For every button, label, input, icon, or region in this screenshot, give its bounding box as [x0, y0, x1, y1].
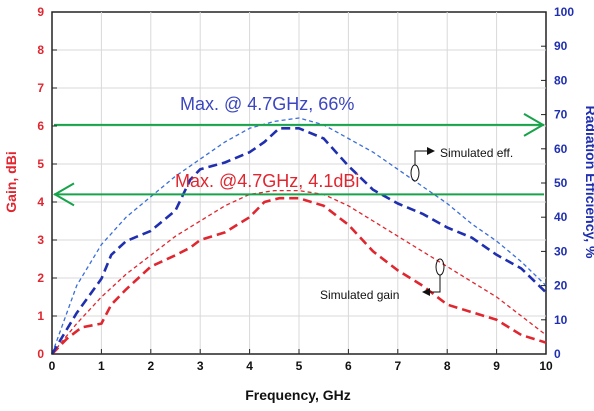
x-tick-label: 0	[49, 359, 56, 373]
x-tick-label: 9	[493, 359, 500, 373]
x-tick-label: 10	[539, 359, 553, 373]
simulated-gain-label: Simulated gain	[320, 288, 399, 302]
series-layer	[50, 117, 547, 355]
x-tick-label: 1	[98, 359, 105, 373]
x-tick-label: 4	[246, 359, 253, 373]
y-right-tick-label: 100	[554, 5, 574, 19]
y-left-tick-label: 5	[37, 157, 44, 171]
y-right-tick-label: 90	[554, 39, 568, 53]
y-left-tick-label: 0	[37, 347, 44, 361]
y-right-tick-label: 20	[554, 279, 568, 293]
y-left-tick-label: 3	[37, 233, 44, 247]
y-right-tick-label: 60	[554, 142, 568, 156]
y-left-tick-label: 9	[37, 5, 44, 19]
max-gain-annotation: Max. @4.7GHz, 4.1dBi	[175, 171, 359, 191]
y-right-tick-label: 10	[554, 313, 568, 327]
x-tick-label: 8	[444, 359, 451, 373]
y-right-tick-label: 80	[554, 73, 568, 87]
tick-label-layer: 0 1 2 3 4 5 6 7 8 9 100123456789010203040506070809…	[37, 5, 574, 373]
y-left-tick-label: 6	[37, 119, 44, 133]
y-right-tick-label: 40	[554, 210, 568, 224]
reference-arrow-head-0	[523, 112, 545, 137]
gain-series-line-1	[51, 196, 547, 355]
efficiency-series-line-3	[50, 127, 547, 355]
gain-callout-arrowhead	[422, 288, 430, 296]
reference-arrow-layer	[53, 112, 545, 207]
reference-arrow-head-1	[53, 182, 75, 207]
y-right-tick-label: 70	[554, 108, 568, 122]
x-tick-label: 2	[147, 359, 154, 373]
eff-callout-arrowhead	[427, 147, 435, 155]
annotation-layer	[410, 147, 445, 296]
y-right-axis-title: Radiation Efficiency, %	[583, 106, 594, 260]
x-tick-label: 5	[296, 359, 303, 373]
y-right-tick-label: 30	[554, 244, 568, 258]
x-axis-title: Frequency, GHz	[245, 387, 351, 403]
max-efficiency-annotation: Max. @ 4.7GHz, 66%	[180, 94, 354, 114]
simulated-eff-label: Simulated eff.	[440, 146, 513, 160]
y-left-tick-label: 4	[37, 195, 44, 209]
y-right-tick-label: 50	[554, 176, 568, 190]
x-tick-label: 3	[197, 359, 204, 373]
y-left-tick-label: 1	[37, 309, 44, 323]
y-left-axis-title: Gain, dBi	[3, 151, 19, 212]
y-left-tick-label: 7	[37, 81, 44, 95]
x-tick-label: 7	[394, 359, 401, 373]
y-right-tick-label: 0	[554, 347, 561, 361]
y-left-tick-label: 2	[37, 271, 44, 285]
efficiency-series-line-2	[51, 117, 547, 355]
x-tick-label: 6	[345, 359, 352, 373]
y-left-tick-label: 8	[37, 43, 44, 57]
gain-series-line-0	[51, 189, 547, 355]
